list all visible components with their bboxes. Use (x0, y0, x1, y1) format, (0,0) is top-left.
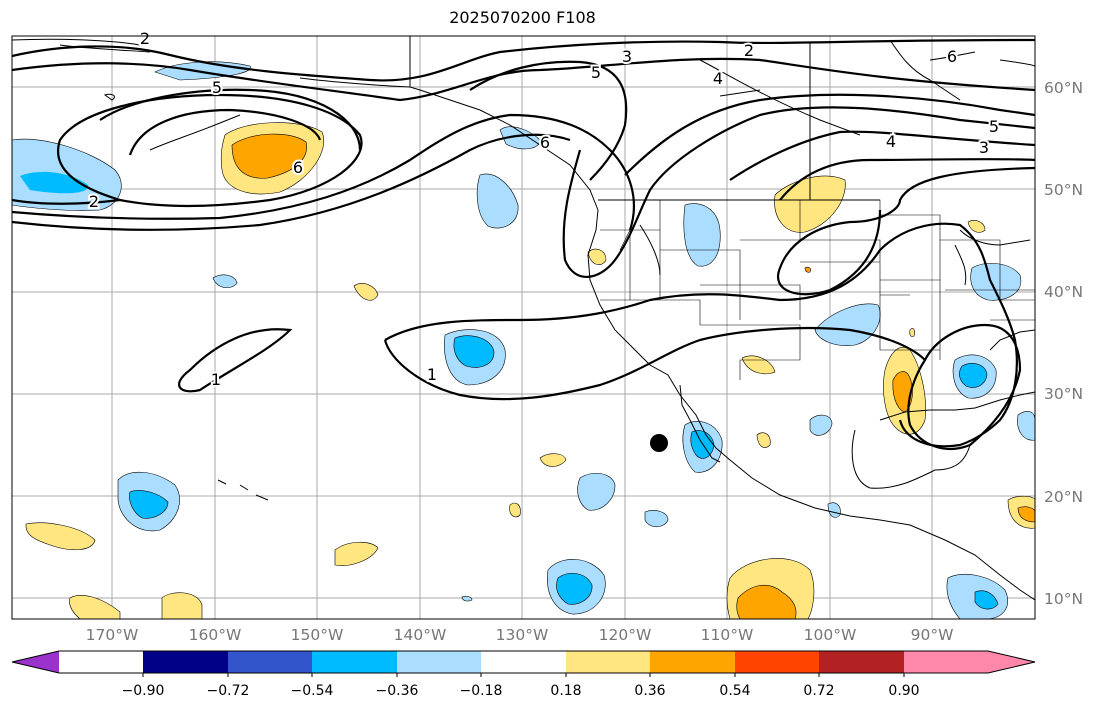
longitude-label: 160°W (188, 626, 242, 644)
latitude-label: 10°N (1044, 590, 1084, 608)
contour-label: 4 (886, 132, 896, 151)
latitude-label: 20°N (1044, 488, 1084, 506)
map-frame (11, 35, 1036, 620)
longitude-label: 140°W (393, 626, 447, 644)
colorbar-tick-label: 0.18 (550, 683, 582, 699)
contour-label: 4 (713, 69, 723, 88)
longitude-label: 110°W (700, 626, 754, 644)
latitude-label: 30°N (1044, 385, 1084, 403)
colorbar-tick-label: 0.36 (634, 683, 666, 699)
contour-label: 2 (744, 41, 754, 60)
longitude-label: 100°W (803, 626, 857, 644)
colorbar-tick-label: −0.36 (375, 683, 419, 699)
latitude-label: 60°N (1044, 79, 1084, 97)
colorbar-segment (904, 651, 988, 673)
colorbar-segment (650, 651, 735, 673)
colorbar-tick-label: −0.90 (121, 683, 165, 699)
longitude-label: 150°W (290, 626, 344, 644)
longitude-label: 130°W (495, 626, 549, 644)
longitude-label: 120°W (598, 626, 652, 644)
contour-label: 6 (293, 158, 303, 177)
contour-label: 3 (979, 138, 989, 157)
colorbar-segment (481, 651, 566, 673)
latitude-label: 40°N (1044, 283, 1084, 301)
colorbar-segment (735, 651, 819, 673)
colorbar-segment (819, 651, 904, 673)
colorbar-segment (228, 651, 312, 673)
contour-label: 5 (212, 78, 222, 97)
positive-anomaly-fill (25, 122, 1035, 619)
colorbar-tick-label: −0.18 (459, 683, 503, 699)
colorbar-outline (11, 650, 1036, 674)
contour-label: 6 (947, 47, 957, 66)
storm-center-marker (650, 434, 668, 452)
contour-label: 2 (140, 29, 150, 48)
colorbar-extend-max (988, 651, 1035, 673)
colorbar-segment (143, 651, 228, 673)
contour-label: 5 (989, 117, 999, 136)
latitude-label: 50°N (1044, 181, 1084, 199)
longitude-label: 90°W (910, 626, 954, 644)
contour-label: 5 (591, 63, 601, 82)
height-contours (12, 38, 1035, 450)
longitude-label: 170°W (85, 626, 139, 644)
colorbar-tick-label: 0.90 (888, 683, 920, 699)
contour-label: 1 (211, 370, 221, 389)
contour-label: 6 (540, 133, 550, 152)
colorbar-tick-label: 0.54 (719, 683, 751, 699)
contour-labels: 1 1 2 2 2 3 3 4 4 5 5 5 6 6 6 (87, 27, 1001, 391)
colorbar-tick-label: −0.72 (206, 683, 250, 699)
contour-label: 1 (427, 365, 437, 384)
map-title: 2025070200 F108 (449, 8, 596, 27)
colorbar-extend-min (12, 651, 59, 673)
colorbar-tick-label: 0.72 (803, 683, 835, 699)
contour-label: 3 (622, 47, 632, 66)
colorbar-segment (397, 651, 481, 673)
colorbar-segment (566, 651, 650, 673)
map-background (12, 36, 1035, 619)
colorbar-segment (312, 651, 397, 673)
contour-label: 2 (89, 192, 99, 211)
colorbar-tick-label: −0.54 (290, 683, 334, 699)
colorbar (11, 650, 1036, 677)
